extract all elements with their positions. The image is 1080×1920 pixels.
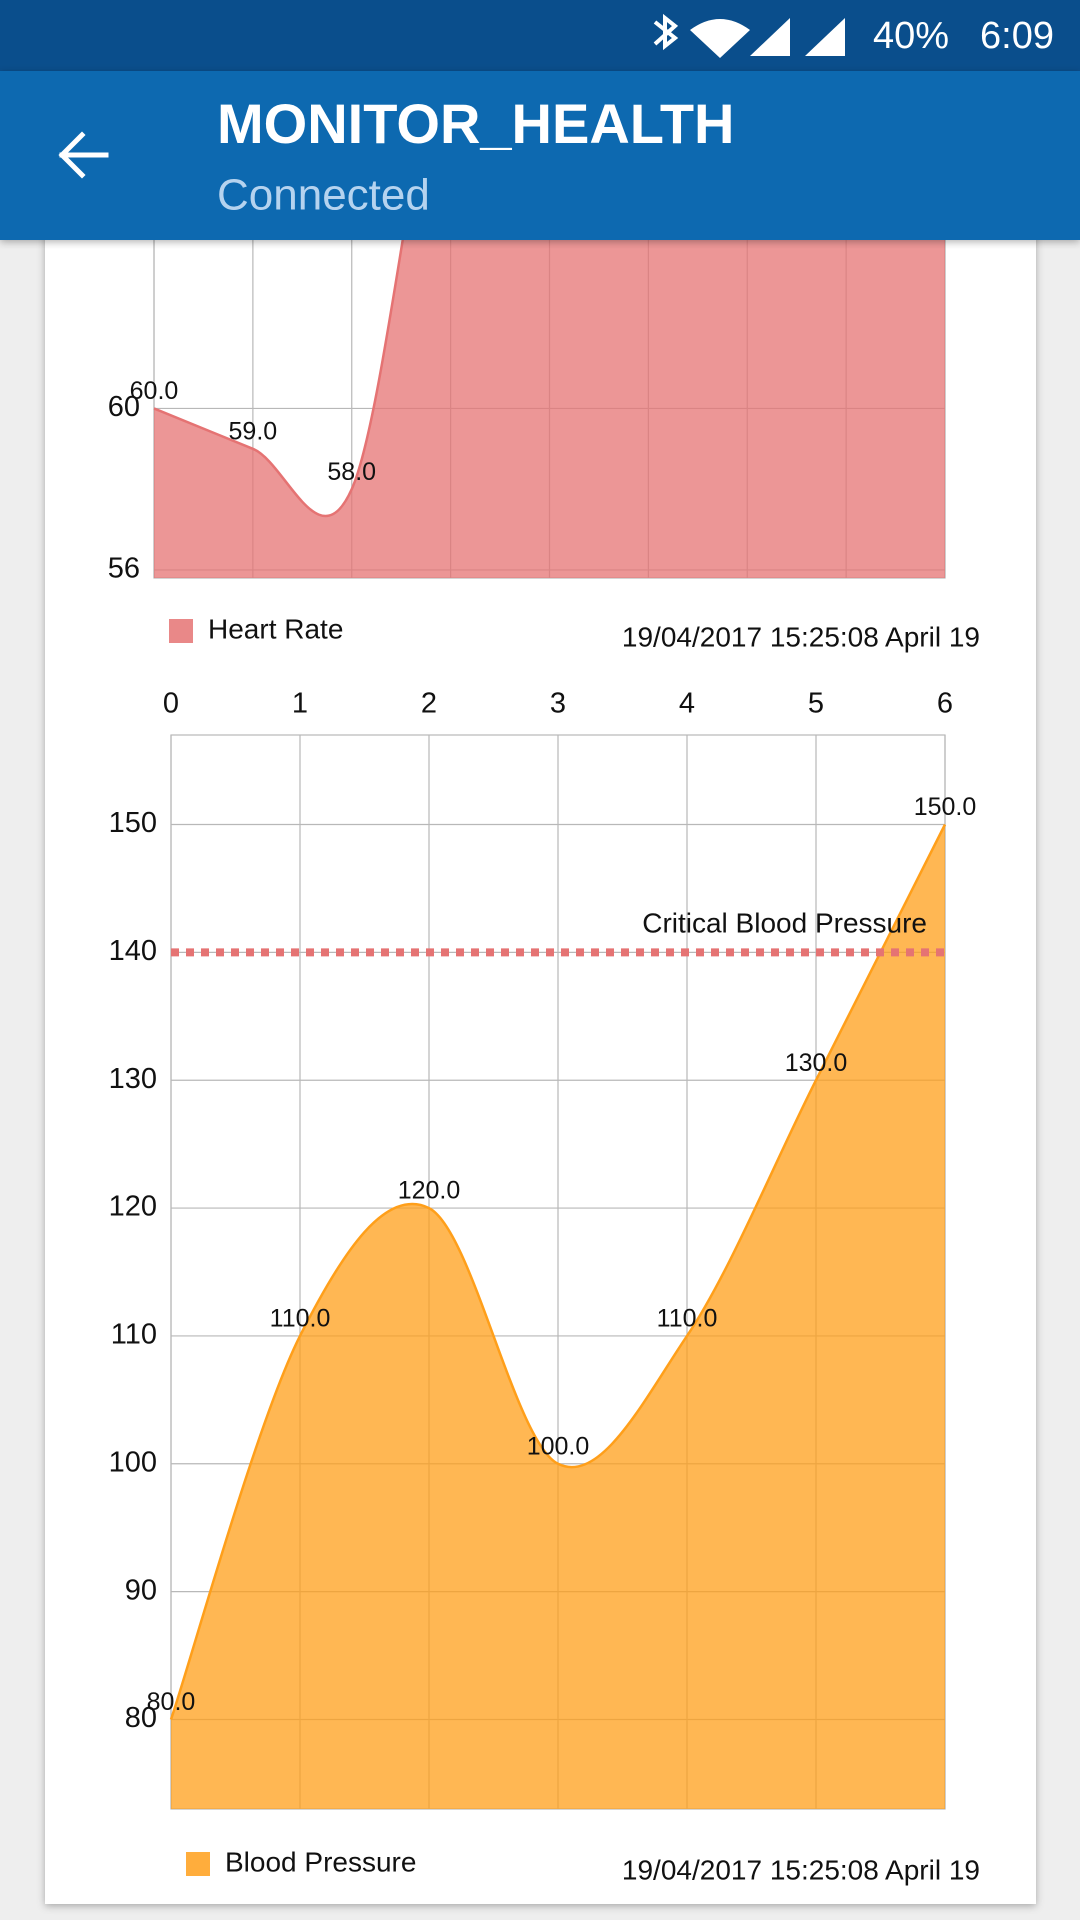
y-tick-label: 90	[125, 1574, 157, 1606]
data-label: 80.0	[147, 1688, 196, 1716]
limit-label: Critical Blood Pressure	[642, 908, 927, 939]
clock: 6:09	[980, 15, 1054, 57]
app-subtitle: Connected	[217, 171, 430, 220]
x-tick-label: 1	[292, 688, 308, 720]
area-fill	[154, 240, 945, 578]
y-tick-label: 150	[109, 807, 157, 839]
battery: 40%	[873, 15, 949, 57]
y-tick-label: 56	[108, 553, 140, 585]
y-tick-label: 60	[108, 391, 140, 423]
y-tick-label: 100	[109, 1446, 157, 1478]
status-bar	[0, 0, 1080, 71]
y-tick-label: 140	[109, 935, 157, 967]
data-label: 100.0	[527, 1432, 590, 1460]
x-tick-label: 6	[937, 688, 953, 720]
y-tick-label: 130	[109, 1063, 157, 1095]
area-fill	[171, 824, 945, 1809]
chart-description: 19/04/2017 15:25:08 April 19	[622, 1854, 980, 1885]
status-icons	[653, 13, 845, 58]
chart: 80 90 100 110 120 130 140 150 0 1 2 3 4 5 6 80.0 110.0 12…	[109, 688, 977, 1810]
data-label: 110.0	[270, 1305, 331, 1333]
app-bar	[0, 71, 1080, 240]
legend-swatch	[169, 619, 193, 643]
legend-label: Heart Rate	[208, 613, 343, 644]
series-line	[153, 240, 404, 518]
x-tick-label: 5	[808, 688, 824, 720]
app-title: MONITOR_HEALTH	[217, 92, 734, 155]
y-tick-label: 110	[111, 1319, 157, 1351]
series-line	[169, 823, 947, 1720]
data-label: 120.0	[398, 1177, 461, 1205]
data-label: 130.0	[785, 1049, 848, 1077]
legend-label: Blood Pressure	[225, 1846, 416, 1877]
x-tick-label: 3	[550, 688, 566, 720]
data-label: 60.0	[130, 377, 179, 405]
chart-description: 19/04/2017 15:25:08 April 19	[622, 621, 980, 652]
data-label: 110.0	[657, 1305, 718, 1333]
data-label: 58.0	[327, 458, 376, 486]
data-label: 59.0	[229, 417, 278, 445]
data-label: 150.0	[914, 793, 977, 821]
x-tick-label: 4	[679, 688, 695, 720]
x-tick-label: 0	[163, 688, 179, 720]
y-tick-label: 120	[109, 1191, 157, 1223]
legend-swatch	[186, 1852, 210, 1876]
y-tick-label: 80	[125, 1702, 157, 1734]
back-button[interactable]	[58, 131, 109, 179]
x-tick-label: 2	[421, 688, 437, 720]
